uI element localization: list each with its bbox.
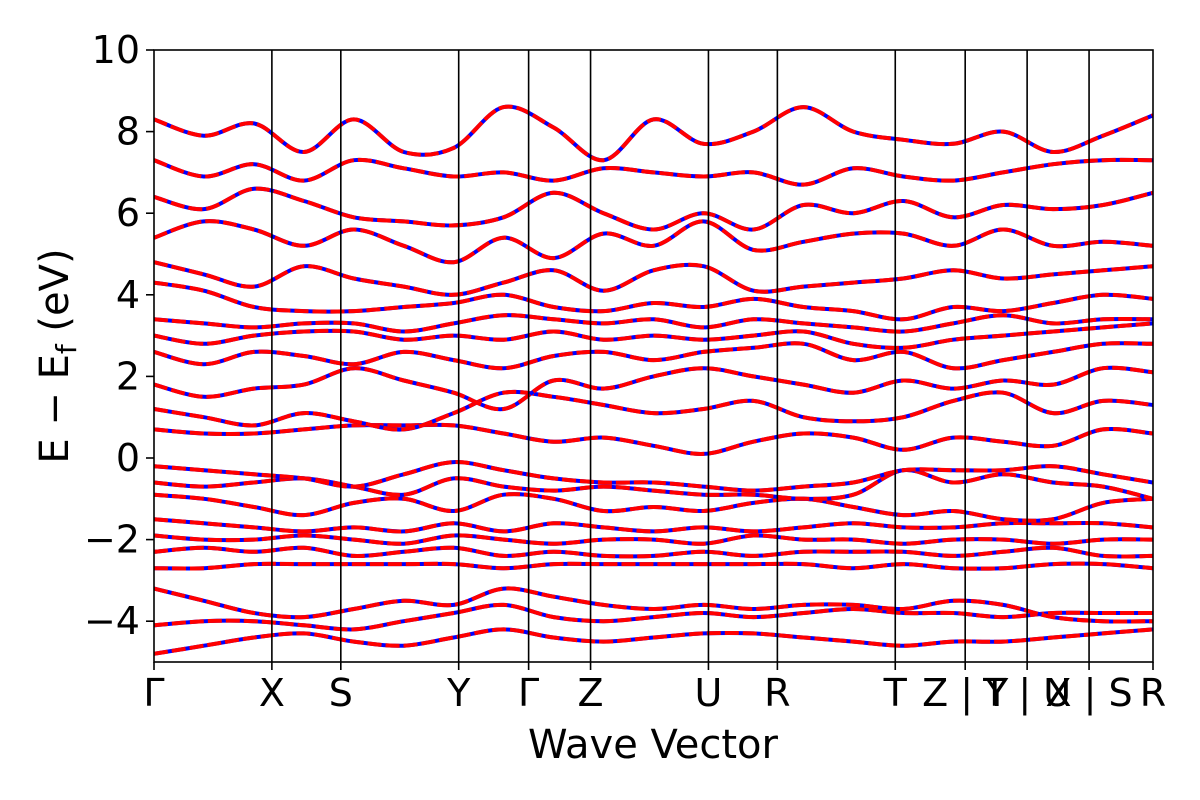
x-tick-label: U bbox=[695, 671, 723, 715]
band-line-red bbox=[154, 104, 1153, 163]
band-line-red bbox=[154, 280, 1153, 322]
band-line-red bbox=[154, 533, 1153, 546]
plot-frame bbox=[153, 49, 1154, 663]
x-axis-title: Wave Vector bbox=[528, 722, 779, 768]
band-line-red bbox=[154, 586, 1153, 624]
band-line-blue bbox=[154, 186, 1153, 232]
band-line-blue bbox=[154, 219, 1153, 265]
y-axis-title-unit: (eV) bbox=[32, 248, 78, 344]
bands-group bbox=[154, 104, 1153, 656]
y-tick-label: 10 bbox=[92, 28, 140, 72]
y-tick-label: 0 bbox=[116, 436, 140, 480]
kpath-lines-group bbox=[271, 50, 1090, 662]
band-line-red bbox=[154, 422, 1153, 456]
band-line-red bbox=[154, 627, 1153, 656]
band-line-red bbox=[154, 460, 1153, 493]
band-line-red bbox=[154, 602, 1153, 632]
x-tick-label: R bbox=[1140, 671, 1166, 715]
x-tick-label: S bbox=[329, 671, 353, 715]
y-axis-title-main: E − E bbox=[32, 354, 78, 464]
y-tick-label: 8 bbox=[116, 110, 140, 154]
y-axis-title-subscript: f bbox=[50, 343, 83, 354]
y-tick-label: −4 bbox=[84, 599, 140, 643]
band-line-red bbox=[154, 561, 1153, 571]
band-line-red bbox=[154, 186, 1153, 232]
band-line-red bbox=[154, 219, 1153, 265]
band-line-red bbox=[154, 389, 1153, 432]
band-line-red bbox=[154, 321, 1153, 350]
band-line-red bbox=[154, 545, 1153, 559]
band-line-red bbox=[154, 157, 1153, 187]
y-ticks-group: −4 −2 0 2 4 6 8 10 bbox=[84, 28, 154, 643]
band-line-blue bbox=[154, 365, 1153, 412]
x-tick-label: R bbox=[764, 671, 790, 715]
y-tick-label: 2 bbox=[116, 354, 140, 398]
band-line-red bbox=[154, 365, 1153, 412]
y-tick-label: −2 bbox=[84, 518, 140, 562]
x-tick-label: T | U bbox=[982, 671, 1071, 716]
x-tick-label: Y bbox=[446, 671, 471, 715]
x-tick-label: Z | Y bbox=[922, 671, 1009, 716]
x-tick-label: Γ bbox=[143, 671, 164, 715]
band-line-red bbox=[154, 260, 1153, 297]
band-line-red bbox=[154, 313, 1153, 334]
x-tick-label: T bbox=[883, 671, 908, 715]
band-line-red bbox=[154, 517, 1153, 534]
y-axis-title: E − Ef (eV) bbox=[32, 248, 83, 463]
band-line-blue bbox=[154, 389, 1153, 432]
band-line-red bbox=[154, 492, 1153, 523]
y-tick-label: 6 bbox=[116, 191, 140, 235]
band-line-red bbox=[154, 341, 1153, 371]
band-line-blue bbox=[154, 460, 1153, 493]
x-tick-label: Γ bbox=[518, 671, 539, 715]
y-tick-label: 4 bbox=[116, 273, 140, 317]
x-tick-label: Z bbox=[578, 671, 604, 715]
x-tick-label: X bbox=[259, 671, 285, 715]
x-tick-label: X | S bbox=[1046, 671, 1133, 716]
